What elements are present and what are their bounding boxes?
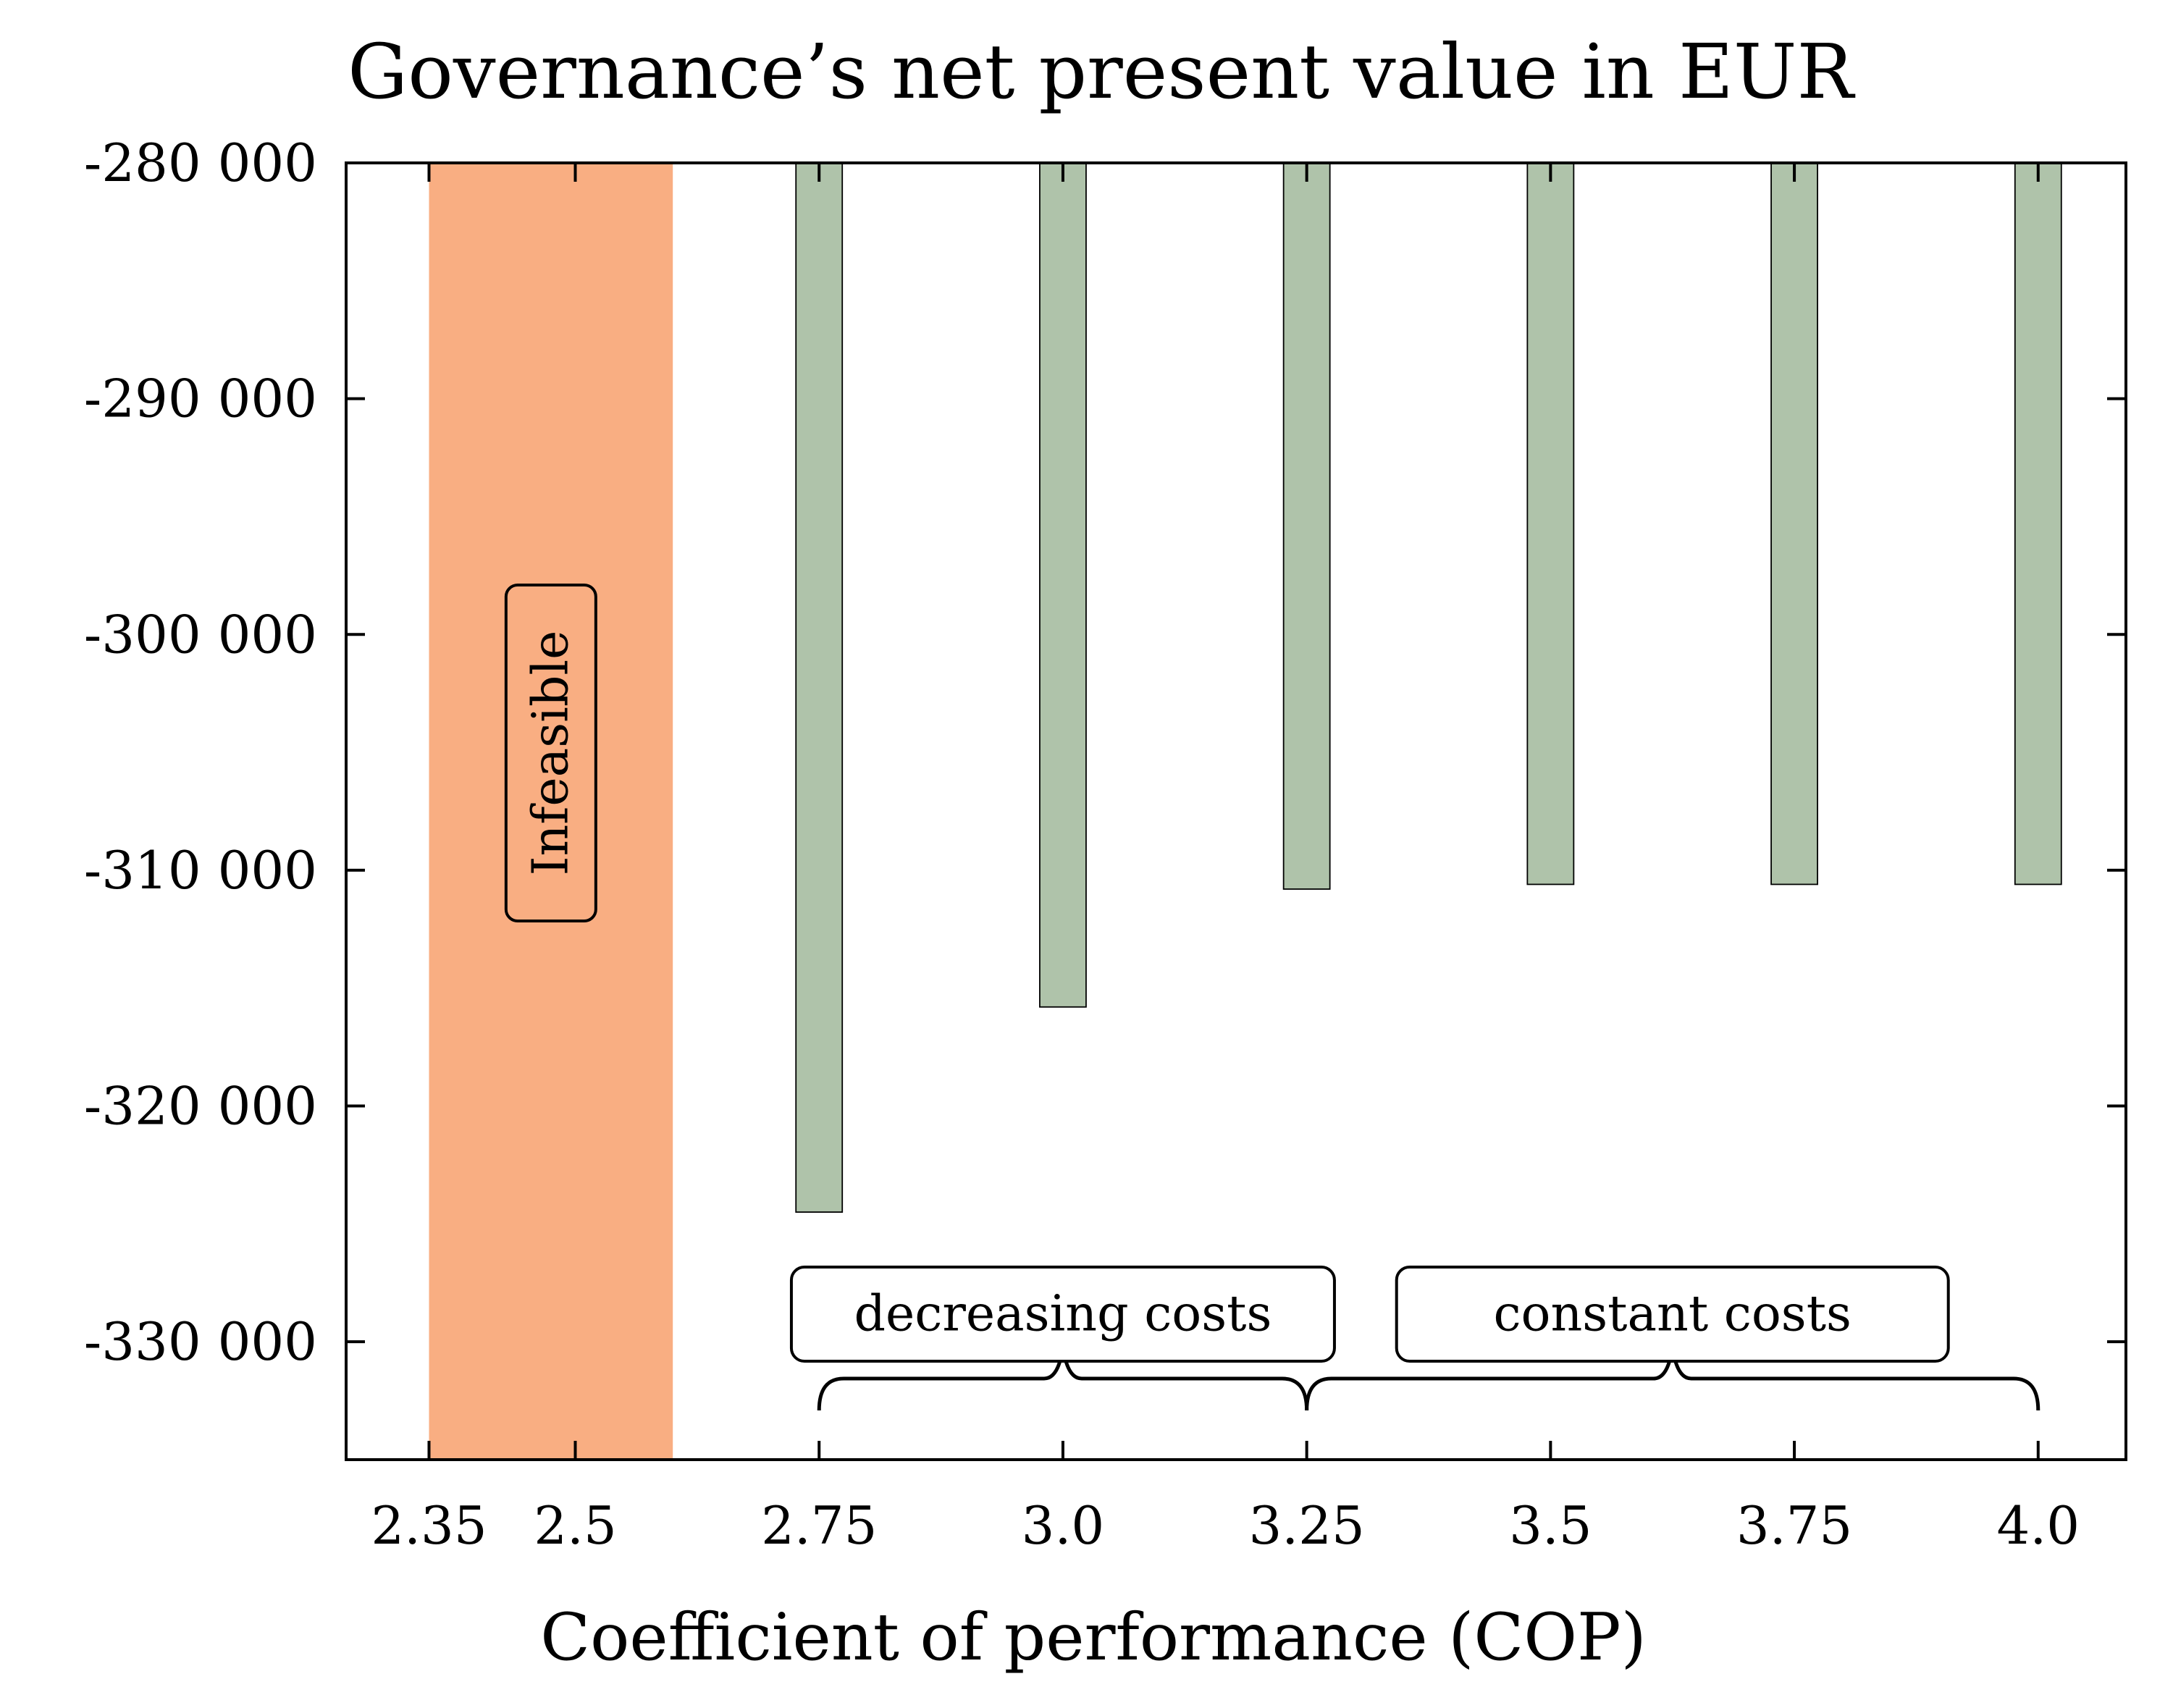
y-tick-label: -300 000 — [84, 604, 317, 665]
x-axis-label: Coefficient of performance (COP) — [540, 1599, 1646, 1675]
annotation-label: decreasing costs — [854, 1286, 1272, 1343]
chart-title: Governance’s net present value in EUR — [348, 28, 1855, 116]
y-tick-label: -290 000 — [84, 369, 317, 429]
x-tick-label: 3.25 — [1248, 1495, 1364, 1556]
y-tick-label: -330 000 — [84, 1311, 317, 1372]
x-tick-label: 3.75 — [1736, 1495, 1852, 1556]
x-tick-label: 4.0 — [1997, 1495, 2080, 1556]
bar — [1282, 162, 1331, 890]
bar — [795, 162, 844, 1213]
annotations: decreasing costs constant costs — [789, 1266, 2040, 1411]
plot-frame — [345, 161, 2127, 1461]
bar — [2014, 162, 2062, 885]
infeasible-region: Infeasible — [429, 163, 673, 1460]
axis-ticks: 2.35 2.5 2.75 3.0 3.25 3.5 3.75 4.0 -280 000 -290… — [84, 132, 2126, 1556]
x-tick-label: 2.5 — [534, 1495, 617, 1556]
bar — [1039, 162, 1087, 1008]
annotation-label: constant costs — [1493, 1286, 1851, 1343]
bars — [795, 162, 2062, 1213]
y-tick-label: -280 000 — [84, 132, 317, 193]
bar — [1770, 162, 1818, 885]
annotation-label-box — [789, 1266, 1336, 1363]
x-tick-label: 2.75 — [761, 1495, 877, 1556]
x-tick-label: 3.5 — [1509, 1495, 1592, 1556]
infeasible-label: Infeasible — [522, 631, 579, 876]
x-tick-label: 3.0 — [1022, 1495, 1105, 1556]
x-tick-label: 2.35 — [371, 1495, 487, 1556]
infeasible-label-box — [504, 584, 597, 922]
bar — [1526, 162, 1575, 885]
y-tick-label: -320 000 — [84, 1076, 317, 1137]
y-tick-label: -310 000 — [84, 840, 317, 901]
annotation-label-box — [1395, 1266, 1950, 1363]
